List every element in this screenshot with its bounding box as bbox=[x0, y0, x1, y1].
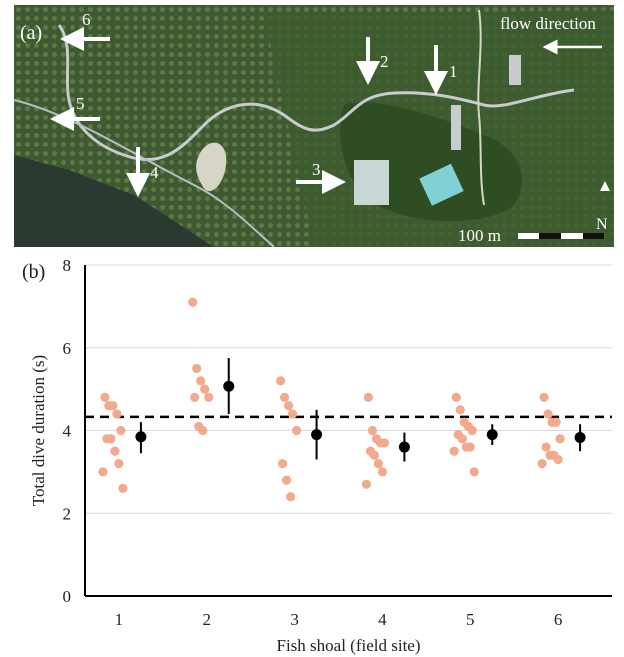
scale-label: 100 m bbox=[458, 226, 501, 245]
data-point bbox=[279, 392, 290, 402]
data-point bbox=[200, 384, 210, 394]
data-point bbox=[277, 459, 288, 469]
data-point bbox=[539, 392, 549, 402]
data-point bbox=[361, 479, 372, 489]
data-point bbox=[469, 467, 479, 477]
x-tick-label: 4 bbox=[378, 610, 387, 629]
data-point bbox=[285, 492, 296, 502]
north-label: N bbox=[596, 216, 608, 233]
x-tick-label: 1 bbox=[115, 610, 124, 629]
y-tick-label: 8 bbox=[63, 256, 72, 275]
aerial-map: (a) flow direction 1 2 3 4 5 bbox=[14, 5, 614, 247]
y-tick-label: 0 bbox=[63, 587, 72, 606]
data-point bbox=[110, 446, 120, 456]
hut bbox=[509, 55, 521, 85]
data-point bbox=[555, 434, 565, 444]
scale-bar bbox=[518, 233, 604, 239]
plot-area: 0 2 4 6 8 1 2 3 4 5 6 bbox=[63, 256, 612, 629]
data-point bbox=[204, 392, 214, 402]
x-tick-label: 6 bbox=[554, 610, 563, 629]
data-point bbox=[98, 467, 108, 477]
data-point bbox=[112, 409, 122, 419]
aerial-map-panel: (a) flow direction 1 2 3 4 5 bbox=[14, 5, 614, 247]
x-tick-label: 3 bbox=[290, 610, 299, 629]
site-label-6: 6 bbox=[82, 10, 91, 29]
data-point bbox=[190, 392, 200, 402]
data-point bbox=[451, 392, 461, 402]
data-point bbox=[363, 392, 374, 402]
data-point bbox=[551, 417, 561, 427]
data-point bbox=[543, 409, 553, 419]
site-marker-6: 6 bbox=[60, 10, 110, 51]
data-point bbox=[114, 459, 124, 469]
site-label-2: 2 bbox=[380, 52, 389, 71]
site-marker-4: 4 bbox=[126, 147, 159, 197]
data-point bbox=[369, 450, 380, 460]
chart-panel: (b) Total dive duration (s) Fish shoal (… bbox=[0, 250, 624, 657]
data-point bbox=[281, 475, 292, 485]
site-label-1: 1 bbox=[449, 62, 458, 81]
data-point bbox=[287, 409, 298, 419]
mean-point bbox=[574, 432, 586, 444]
data-point bbox=[188, 297, 198, 307]
x-tick-label: 2 bbox=[203, 610, 212, 629]
site-label-4: 4 bbox=[150, 163, 159, 182]
y-tick-label: 6 bbox=[63, 339, 72, 358]
data-point bbox=[291, 425, 302, 436]
shed bbox=[451, 105, 461, 150]
data-point bbox=[198, 425, 208, 436]
y-axis-label: Total dive duration (s) bbox=[29, 355, 48, 506]
mean-point bbox=[223, 380, 235, 392]
flow-direction-label: flow direction bbox=[500, 14, 596, 33]
mean-point bbox=[135, 431, 147, 443]
data-point bbox=[275, 376, 286, 386]
mean-point bbox=[311, 429, 323, 441]
data-point bbox=[196, 376, 206, 386]
data-point bbox=[118, 483, 128, 494]
mean-point bbox=[486, 429, 498, 441]
data-point bbox=[541, 442, 551, 452]
data-point bbox=[455, 405, 465, 415]
site-label-5: 5 bbox=[76, 94, 85, 113]
data-point bbox=[100, 392, 110, 402]
data-point bbox=[108, 401, 118, 411]
data-point bbox=[106, 434, 116, 444]
panel-b-label: (b) bbox=[22, 261, 45, 283]
site-label-3: 3 bbox=[312, 160, 321, 179]
data-point bbox=[367, 425, 378, 436]
data-point bbox=[192, 363, 202, 374]
lake bbox=[14, 155, 214, 247]
data-point bbox=[553, 454, 563, 465]
data-point bbox=[467, 425, 477, 436]
data-point bbox=[379, 438, 390, 448]
x-tick-label: 5 bbox=[466, 610, 475, 629]
dive-duration-chart: (b) Total dive duration (s) Fish shoal (… bbox=[22, 256, 612, 655]
x-axis-label: Fish shoal (field site) bbox=[276, 636, 420, 655]
y-tick-label: 2 bbox=[63, 504, 72, 523]
data-point bbox=[283, 401, 294, 411]
panel-a-label: (a) bbox=[20, 22, 42, 44]
data-point bbox=[116, 425, 126, 436]
site-marker-2: 2 bbox=[356, 37, 389, 85]
north-arrow-icon bbox=[600, 181, 610, 191]
site-marker-5: 5 bbox=[50, 94, 100, 131]
building bbox=[354, 160, 389, 205]
data-point bbox=[457, 434, 467, 444]
data-point bbox=[373, 459, 384, 469]
clearing bbox=[196, 142, 227, 192]
site-marker-3: 3 bbox=[296, 160, 346, 194]
data-point bbox=[377, 467, 388, 477]
pool bbox=[419, 163, 464, 206]
mean-point bbox=[398, 441, 410, 453]
y-tick-label: 4 bbox=[63, 422, 72, 441]
data-point bbox=[537, 459, 547, 469]
data-point bbox=[449, 446, 459, 456]
data-point bbox=[465, 442, 475, 452]
road bbox=[477, 9, 485, 206]
site-marker-1: 1 bbox=[424, 45, 458, 95]
